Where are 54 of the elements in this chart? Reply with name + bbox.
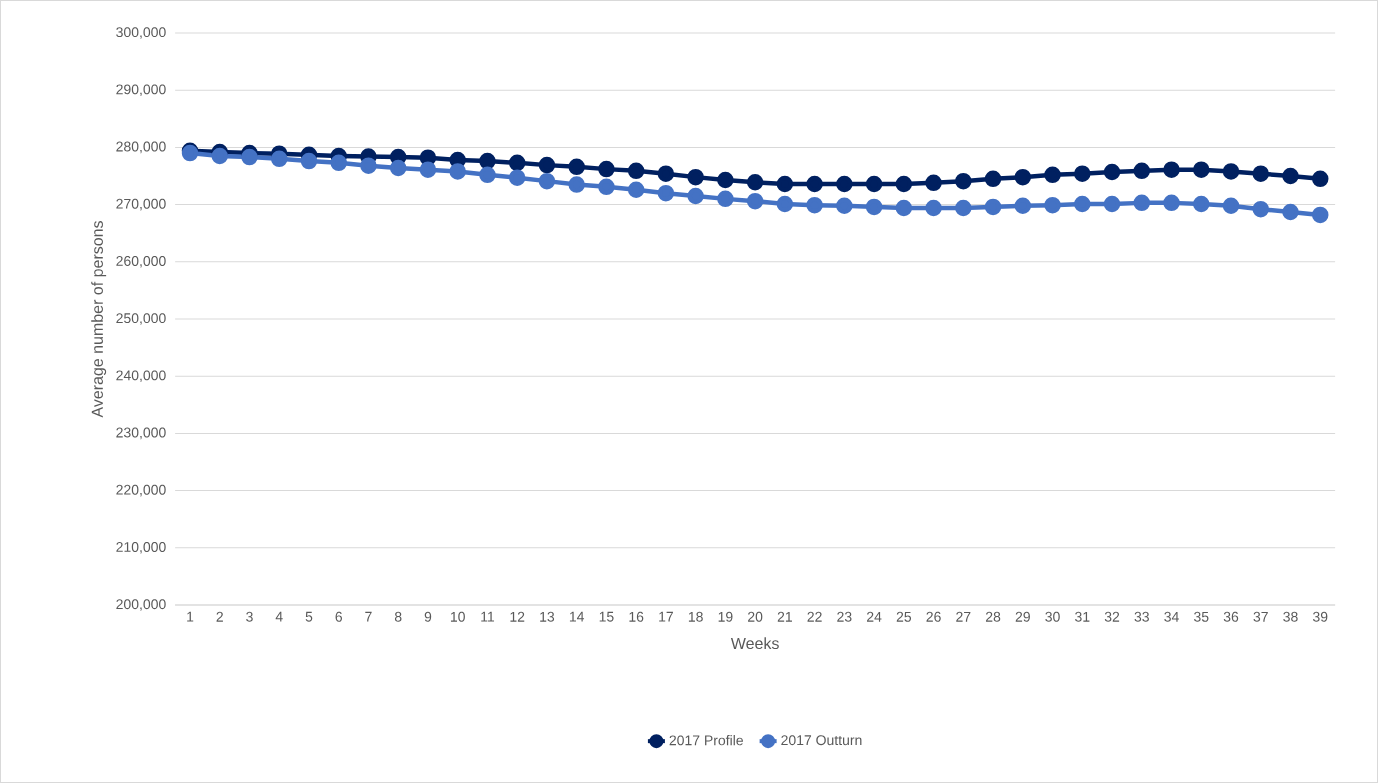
- x-tick-label: 24: [867, 611, 882, 622]
- x-tick-label: 27: [956, 611, 971, 622]
- x-tick-label: 26: [926, 611, 941, 622]
- x-tick-label: 39: [1312, 611, 1328, 622]
- x-tick-label: 35: [1194, 611, 1209, 622]
- x-tick-label: 8: [394, 611, 402, 622]
- x-tick-label: 36: [1223, 611, 1239, 622]
- y-tick-label: 270,000: [116, 198, 166, 211]
- y-tick-label: 250,000: [116, 313, 166, 325]
- x-axis-title: Weeks: [730, 637, 779, 650]
- y-tick-label: 200,000: [116, 599, 166, 611]
- y-tick-label: 290,000: [116, 84, 166, 96]
- y-tick-label: 210,000: [116, 542, 166, 554]
- x-tick-label: 32: [1104, 611, 1120, 622]
- legend-label: 2017 Outturn: [781, 735, 862, 746]
- x-tick-label: 12: [510, 611, 525, 622]
- x-tick-label: 22: [807, 611, 822, 622]
- x-tick-label: 37: [1253, 611, 1268, 622]
- x-tick-label: 3: [246, 611, 253, 622]
- x-tick-label: 31: [1075, 611, 1090, 622]
- y-axis-title: Average number of persons: [91, 221, 107, 418]
- y-tick-label: 240,000: [116, 370, 166, 382]
- x-tick-label: 30: [1045, 611, 1060, 622]
- y-tick-label: 300,000: [116, 27, 166, 39]
- x-tick-label: 5: [305, 611, 313, 622]
- x-tick-label: 7: [365, 611, 372, 622]
- x-tick-label: 28: [985, 611, 1001, 622]
- x-tick-label: 6: [335, 611, 342, 622]
- x-tick-label: 2: [216, 611, 223, 622]
- x-tick-label: 25: [896, 611, 912, 622]
- x-tick-label: 17: [659, 611, 673, 622]
- y-tick-label: 220,000: [116, 484, 166, 497]
- x-tick-label: 9: [424, 611, 432, 622]
- x-tick-label: 29: [1015, 611, 1030, 622]
- x-tick-label: 33: [1134, 611, 1149, 622]
- x-tick-label: 11: [481, 611, 495, 622]
- x-tick-label: 4: [275, 611, 283, 622]
- x-tick-label: 19: [718, 611, 733, 622]
- x-tick-label: 38: [1283, 611, 1298, 622]
- x-tick-label: 13: [540, 611, 555, 622]
- x-tick-label: 21: [777, 611, 792, 622]
- x-tick-label: 14: [569, 611, 585, 622]
- x-tick-label: 18: [688, 611, 703, 622]
- y-tick-label: 280,000: [116, 141, 166, 154]
- x-tick-label: 10: [450, 611, 465, 622]
- x-tick-label: 20: [748, 611, 763, 622]
- y-tick-label: 230,000: [116, 427, 166, 440]
- x-tick-label: 23: [837, 611, 852, 622]
- x-tick-label: 16: [629, 611, 644, 622]
- x-tick-label: 34: [1164, 611, 1179, 622]
- x-tick-label: 15: [599, 611, 614, 622]
- x-tick-label: 1: [187, 611, 194, 622]
- legend-label: 2017 Profile: [669, 735, 743, 746]
- y-tick-label: 260,000: [116, 256, 166, 268]
